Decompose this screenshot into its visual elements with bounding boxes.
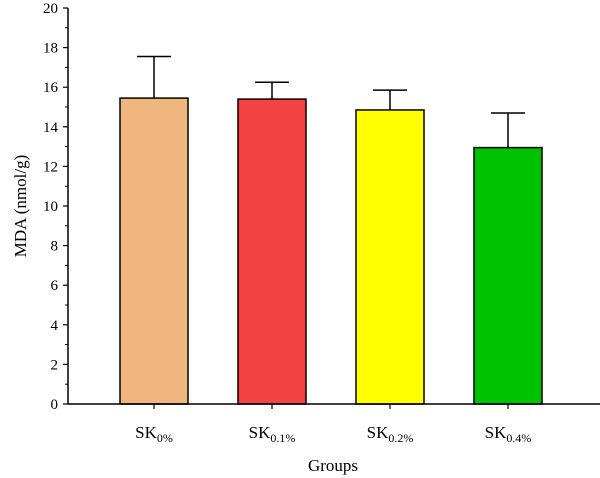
x-tick-label-subscript: 0% xyxy=(157,431,173,445)
y-tick-label: 12 xyxy=(43,159,58,175)
bar xyxy=(473,146,543,405)
y-tick-label: 4 xyxy=(51,318,59,334)
x-tick-label-base: SK xyxy=(249,423,271,442)
y-tick-label: 6 xyxy=(51,278,59,294)
y-tick-label: 10 xyxy=(43,199,58,215)
x-tick-label-subscript: 0.2% xyxy=(388,431,413,445)
x-labels-layer: SK0% SK0.1% SK0.2% SK0.4% xyxy=(135,404,531,445)
bar xyxy=(119,97,189,405)
y-ticks-layer: 0 2 4 6 8 10 12 14 16 18 20 xyxy=(43,1,68,413)
y-tick-label: 0 xyxy=(51,397,59,413)
bar xyxy=(355,109,425,405)
bars-layer xyxy=(119,97,543,405)
y-tick-label: 18 xyxy=(43,41,58,57)
y-tick-label: 14 xyxy=(43,120,59,136)
y-tick-label: 2 xyxy=(51,357,59,373)
x-axis-title: Groups xyxy=(308,456,358,475)
x-tick-label: SK0.2% xyxy=(367,423,414,445)
y-axis-title: MDA (nmol/g) xyxy=(11,155,30,257)
x-tick-label: SK0.1% xyxy=(249,423,296,445)
x-tick-label: SK0% xyxy=(135,423,173,445)
x-tick-label: SK0.4% xyxy=(485,423,532,445)
y-tick-label: 20 xyxy=(43,1,58,17)
errorbars-layer xyxy=(137,55,525,148)
x-tick-label-subscript: 0.1% xyxy=(270,431,295,445)
x-tick-label-base: SK xyxy=(135,423,157,442)
x-tick-label-base: SK xyxy=(485,423,507,442)
bar xyxy=(237,98,307,405)
y-tick-label: 8 xyxy=(51,239,59,255)
y-tick-label: 16 xyxy=(43,80,59,96)
x-tick-label-base: SK xyxy=(367,423,389,442)
x-tick-label-subscript: 0.4% xyxy=(506,431,531,445)
